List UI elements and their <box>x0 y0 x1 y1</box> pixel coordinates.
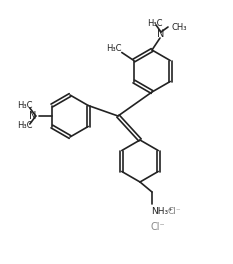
Text: CH₃: CH₃ <box>172 22 188 31</box>
Text: H₃C: H₃C <box>147 18 163 27</box>
Text: H₃C: H₃C <box>17 121 33 130</box>
Text: H₃C: H₃C <box>17 101 33 111</box>
Text: N: N <box>29 111 37 121</box>
Text: Cl⁻: Cl⁻ <box>151 222 165 232</box>
Text: NH₃⁺: NH₃⁺ <box>151 208 173 216</box>
Text: Cl⁻: Cl⁻ <box>168 208 182 216</box>
Text: H₃C: H₃C <box>106 44 122 53</box>
Text: N: N <box>157 29 165 39</box>
